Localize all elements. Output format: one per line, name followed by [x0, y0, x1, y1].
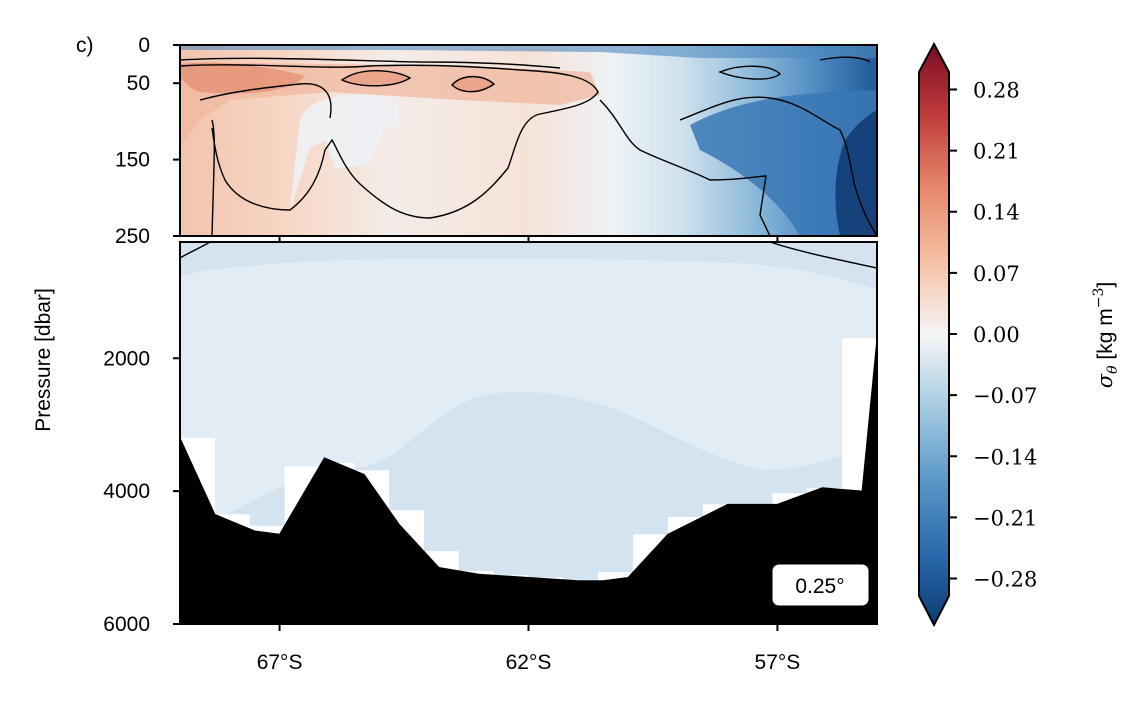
top-y-tick-label: 250 — [115, 225, 150, 248]
upper-cold-water — [180, 242, 877, 290]
colorbar-tick-label: 0.00 — [973, 323, 1020, 347]
colorbar: 0.28 0.21 0.14 0.07 0.00 −0.07 −0.14 −0.21 −0.28… — [918, 41, 1121, 628]
cold-core-east — [690, 90, 877, 236]
bottom-y-tick-label: 2000 — [103, 347, 150, 370]
colorbar-tick-label: 0.28 — [973, 78, 1020, 102]
top-y-tick-label: 150 — [115, 149, 150, 172]
bottom-contours — [180, 242, 877, 269]
bottom-panel — [180, 242, 877, 624]
top-panel — [180, 45, 877, 236]
colorbar-tick-label: −0.14 — [973, 445, 1037, 469]
x-tick-label: 57°S — [755, 651, 801, 674]
colorbar-tick-label: −0.07 — [973, 384, 1037, 408]
resolution-badge: 0.25° — [772, 564, 869, 606]
neutral-tongue — [290, 94, 400, 210]
top-y-ticks: 0 50 150 250 — [115, 34, 180, 248]
y-axis-label: Pressure [dbar] — [32, 288, 55, 432]
panel-label: c) — [76, 34, 94, 57]
warm-lens-west — [180, 62, 305, 94]
top-y-tick-label: 50 — [127, 72, 150, 95]
surface-cold-strip — [180, 45, 877, 58]
colorbar-tick-label: 0.14 — [973, 201, 1020, 225]
cold-core-deep — [835, 110, 877, 236]
colorbar-tick-label: 0.07 — [973, 262, 1020, 286]
colorbar-tick-label: −0.21 — [973, 506, 1037, 530]
warm-lens-mid — [342, 70, 410, 86]
x-ticks: 67°S 62°S 57°S — [257, 236, 801, 674]
colorbar-tick-label: 0.21 — [973, 140, 1020, 164]
warm-lens-east — [452, 76, 494, 92]
top-y-tick-label: 0 — [138, 34, 150, 57]
colorbar-body — [918, 41, 950, 628]
resolution-badge-text: 0.25° — [795, 575, 844, 598]
bathymetry — [180, 338, 877, 624]
x-tick-label: 67°S — [257, 651, 303, 674]
top-contours — [180, 56, 877, 236]
bottom-y-tick-label: 4000 — [103, 480, 150, 503]
bottom-y-ticks: 2000 4000 6000 — [103, 347, 180, 636]
colorbar-label: σθ [kg m−3] — [1091, 282, 1121, 388]
bottom-y-tick-label: 6000 — [103, 613, 150, 636]
resolution-badge-box — [772, 564, 869, 606]
colorbar-tick-label: −0.28 — [973, 568, 1037, 592]
colorbar-ticks: 0.28 0.21 0.14 0.07 0.00 −0.07 −0.14 −0.21 −0.28 — [949, 78, 1037, 592]
x-tick-label: 62°S — [506, 651, 552, 674]
